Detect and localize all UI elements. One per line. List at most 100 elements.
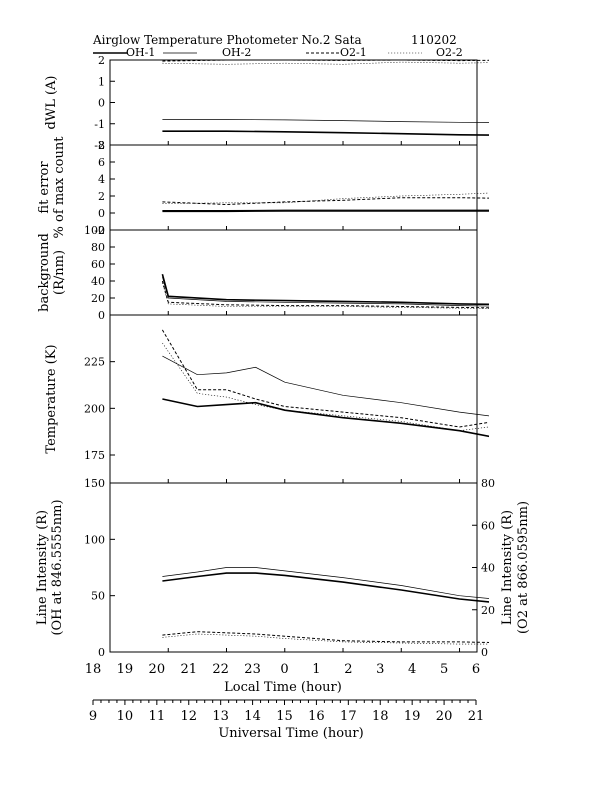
universal-time-tick: 14 xyxy=(244,709,261,724)
y-tick-label: 4 xyxy=(98,173,105,186)
series-line-oh-1 xyxy=(161,273,489,306)
series-line-o2-1 xyxy=(162,631,489,643)
y-tick-label: 50 xyxy=(91,590,105,603)
y-tick-label: 1 xyxy=(98,75,105,88)
series-line-oh-1 xyxy=(162,398,489,438)
universal-time-tick: 13 xyxy=(212,709,229,724)
y-tick-label: 175 xyxy=(84,449,105,462)
local-time-tick: 23 xyxy=(244,662,261,677)
y-tick-label: 100 xyxy=(84,224,105,237)
series-line-o2-1 xyxy=(162,59,489,62)
panel-4: 225 200 175 Temperature (K) xyxy=(44,314,489,484)
legend-label: O2-2 xyxy=(436,46,463,59)
y-tick-label: -1 xyxy=(94,118,105,131)
y-tick-label: 40 xyxy=(91,275,105,288)
local-time-tick: 5 xyxy=(440,662,448,677)
local-time-tick: 21 xyxy=(180,662,197,677)
legend: OH-1 OH-2 O2-1 O2-2 xyxy=(93,46,463,59)
figure-title: Airglow Temperature Photometer No.2 Sata xyxy=(92,33,362,47)
series-line-o2-2 xyxy=(162,342,489,432)
universal-time-tick: 21 xyxy=(468,709,485,724)
y-tick-label: 80 xyxy=(91,241,105,254)
y2-tick-label: 20 xyxy=(481,604,495,617)
series-line-oh-2 xyxy=(162,355,489,417)
y-tick-label: 0 xyxy=(98,207,105,220)
universal-time-tick: 19 xyxy=(404,709,421,724)
universal-time-tick: 9 xyxy=(89,709,97,724)
series-line-o2-2 xyxy=(162,282,489,309)
y-tick-label: 100 xyxy=(84,533,105,546)
series-line-o2-1 xyxy=(161,280,489,309)
series-line-oh-1 xyxy=(162,210,489,213)
y-tick-label: 200 xyxy=(84,402,105,415)
legend-label: O2-1 xyxy=(340,46,367,59)
y-tick-label: 2 xyxy=(98,190,105,203)
y-axis-label-2: % of max count xyxy=(52,136,67,239)
local-time-tick: 20 xyxy=(149,662,166,677)
y-axis-label-2: (R/nm) xyxy=(52,250,67,295)
y-axis-label: background xyxy=(37,233,52,312)
panel-frame xyxy=(109,482,478,653)
y-tick-label: 6 xyxy=(98,156,105,169)
series-line-oh-1 xyxy=(162,572,489,603)
y2-tick-label: 60 xyxy=(481,519,495,532)
date-code: 110202 xyxy=(411,33,457,47)
series-line-oh-2 xyxy=(162,567,489,599)
y-tick-label: 60 xyxy=(91,258,105,271)
legend-label: OH-1 xyxy=(126,46,155,59)
local-time-label: Local Time (hour) xyxy=(224,680,342,695)
y2-axis-label: Line Intensity (R) xyxy=(500,510,515,625)
local-time-tick: 19 xyxy=(117,662,134,677)
y-axis-label-2: (OH at 846.5555nm) xyxy=(50,499,65,635)
series-line-oh-2 xyxy=(162,276,489,307)
local-time-tick: 3 xyxy=(376,662,384,677)
series-line-oh-1 xyxy=(162,130,489,136)
local-time-tick: 2 xyxy=(344,662,352,677)
local-time-tick: 4 xyxy=(408,662,416,677)
y-tick-label: 0 xyxy=(98,309,105,322)
series-line-oh-2 xyxy=(162,209,489,211)
y-tick-label: 0 xyxy=(98,97,105,110)
universal-time-tick: 11 xyxy=(149,709,166,724)
panel-3: 100 80 60 40 20 0 background (R/nm) xyxy=(37,224,489,322)
series-line-o2-2 xyxy=(162,61,489,65)
universal-time-tick: 12 xyxy=(180,709,197,724)
y-tick-label: 2 xyxy=(98,54,105,67)
local-time-tick: 18 xyxy=(85,662,102,677)
universal-time-tick: 15 xyxy=(276,709,293,724)
universal-time-tick: 16 xyxy=(308,709,325,724)
panel-2: 8 6 4 2 0 -2 fit error% of max count xyxy=(37,136,489,239)
y-tick-label: 225 xyxy=(84,356,105,369)
local-time-tick: 0 xyxy=(280,662,288,677)
series-line-oh-2 xyxy=(162,119,489,123)
universal-time-tick: 10 xyxy=(117,709,134,724)
universal-time-label: Universal Time (hour) xyxy=(218,726,363,741)
series-line-o2-1 xyxy=(162,197,489,206)
local-time-tick: 6 xyxy=(472,662,480,677)
series-line-o2-1 xyxy=(161,329,489,428)
y2-axis-label-2: (O2 at 866.0595nm) xyxy=(516,501,531,634)
y-tick-label: 20 xyxy=(91,292,105,305)
panel-frame xyxy=(109,144,478,231)
y-axis-label: Line Intensity (R) xyxy=(35,510,50,625)
y-axis-label: fit error xyxy=(37,161,52,214)
local-time-tick: 22 xyxy=(212,662,229,677)
series-line-o2-2 xyxy=(162,633,489,645)
y-tick-label: -2 xyxy=(94,139,105,152)
y2-tick-label: 40 xyxy=(481,562,495,575)
legend-label: OH-2 xyxy=(222,46,251,59)
series-line-o2-2 xyxy=(162,192,489,204)
y2-tick-label: 80 xyxy=(481,477,495,490)
y-tick-label: -2 xyxy=(94,224,105,237)
y-axis-label: Temperature (K) xyxy=(44,344,59,453)
y2-tick-label: 0 xyxy=(481,646,488,659)
panel-1: 2 1 0 -1 -2 dWL (A) xyxy=(44,54,489,152)
y-axis-label: dWL (A) xyxy=(44,76,59,130)
y-tick-label: 8 xyxy=(98,139,105,152)
universal-time-tick: 17 xyxy=(340,709,357,724)
time-axes: 18 19 20 21 22 23 0 1 2 3 4 5 69 10 11 12 13 14 15 16 17 18 19… xyxy=(85,662,485,724)
local-time-tick: 1 xyxy=(312,662,320,677)
